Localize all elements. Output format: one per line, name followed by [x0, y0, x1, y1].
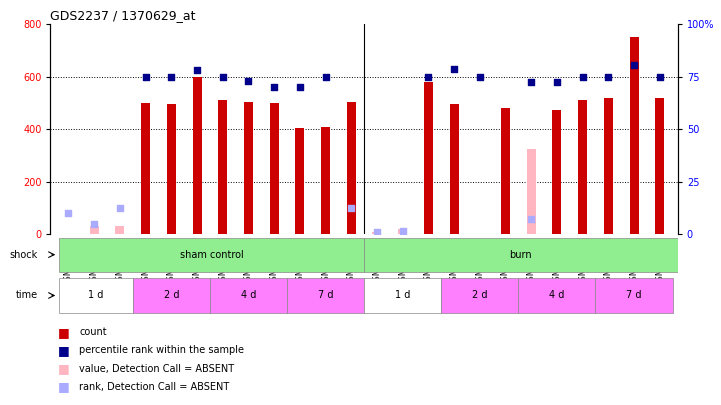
- Point: [526, 79, 537, 85]
- Point: [345, 205, 357, 211]
- Point: [114, 205, 125, 211]
- Bar: [287, 278, 364, 313]
- Point: [166, 74, 177, 80]
- Text: GDS2237 / 1370629_at: GDS2237 / 1370629_at: [50, 9, 196, 22]
- Point: [191, 67, 203, 73]
- Bar: [364, 278, 441, 313]
- Point: [371, 228, 383, 235]
- Point: [628, 62, 640, 68]
- Point: [526, 216, 537, 222]
- Text: count: count: [79, 327, 107, 337]
- Point: [294, 84, 306, 91]
- Bar: [193, 77, 201, 234]
- Text: sham control: sham control: [180, 249, 244, 260]
- Bar: [655, 98, 664, 234]
- Bar: [596, 278, 673, 313]
- Text: time: time: [15, 290, 37, 301]
- Bar: [398, 229, 407, 234]
- Bar: [450, 104, 459, 234]
- Text: value, Detection Call = ABSENT: value, Detection Call = ABSENT: [79, 364, 234, 373]
- Bar: [244, 102, 253, 234]
- Text: shock: shock: [9, 249, 37, 260]
- Point: [268, 84, 280, 91]
- Bar: [296, 128, 304, 234]
- Text: rank, Detection Call = ABSENT: rank, Detection Call = ABSENT: [79, 382, 229, 392]
- Bar: [552, 110, 562, 234]
- Bar: [527, 149, 536, 234]
- Bar: [321, 127, 330, 234]
- Text: 2 d: 2 d: [472, 290, 487, 301]
- Text: 4 d: 4 d: [241, 290, 256, 301]
- Bar: [210, 278, 287, 313]
- Bar: [347, 102, 355, 234]
- Text: ■: ■: [58, 380, 69, 393]
- Point: [397, 228, 408, 234]
- Point: [140, 74, 151, 80]
- Point: [217, 74, 229, 80]
- Point: [474, 74, 485, 80]
- Bar: [167, 104, 176, 234]
- Text: 2 d: 2 d: [164, 290, 179, 301]
- Text: 1 d: 1 d: [395, 290, 410, 301]
- Point: [243, 77, 255, 84]
- Text: ■: ■: [58, 362, 69, 375]
- Text: ■: ■: [58, 344, 69, 357]
- Text: 7 d: 7 d: [627, 290, 642, 301]
- Bar: [115, 226, 125, 234]
- Bar: [270, 103, 278, 234]
- Point: [89, 220, 100, 227]
- Point: [654, 74, 665, 80]
- Bar: [578, 100, 587, 234]
- Point: [320, 74, 332, 80]
- Bar: [141, 103, 150, 234]
- Text: 1 d: 1 d: [89, 290, 104, 301]
- Bar: [59, 237, 364, 272]
- Text: 7 d: 7 d: [318, 290, 333, 301]
- Bar: [59, 278, 133, 313]
- Bar: [373, 232, 381, 234]
- Bar: [133, 278, 210, 313]
- Text: 4 d: 4 d: [549, 290, 565, 301]
- Point: [603, 74, 614, 80]
- Point: [423, 74, 434, 80]
- Point: [577, 74, 588, 80]
- Bar: [424, 82, 433, 234]
- Point: [448, 66, 460, 72]
- Point: [551, 79, 562, 85]
- Bar: [603, 98, 613, 234]
- Bar: [629, 37, 639, 234]
- Bar: [501, 108, 510, 234]
- Text: burn: burn: [510, 249, 532, 260]
- Text: ■: ■: [58, 326, 69, 339]
- Text: percentile rank within the sample: percentile rank within the sample: [79, 345, 244, 355]
- Point: [63, 210, 74, 217]
- Bar: [218, 100, 227, 234]
- Bar: [518, 278, 596, 313]
- Bar: [364, 237, 678, 272]
- Bar: [89, 226, 99, 234]
- Bar: [441, 278, 518, 313]
